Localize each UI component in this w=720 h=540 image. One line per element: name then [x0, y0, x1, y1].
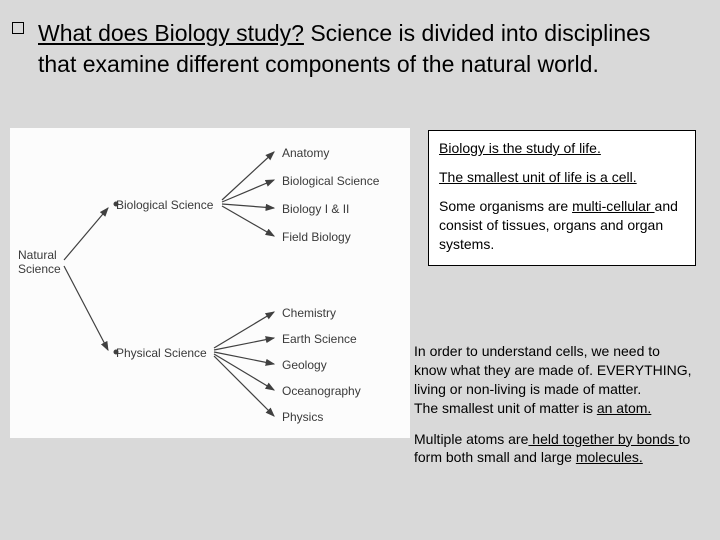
below-p1b: The smallest unit of matter is — [414, 400, 597, 416]
below-p2u2: molecules. — [576, 449, 643, 465]
below-p2: Multiple atoms are held together by bond… — [414, 430, 696, 468]
side-callout-box: Biology is the study of life. The smalle… — [428, 130, 696, 266]
page-heading: What does Biology study? Science is divi… — [38, 18, 690, 80]
tree-node-biosc: Biological Science — [282, 174, 379, 188]
callout-p2u: cell. — [612, 169, 637, 185]
checkbox-bullet — [12, 22, 24, 34]
below-text: In order to understand cells, we need to… — [414, 342, 696, 479]
below-p2u1: held together by bonds — [528, 431, 678, 447]
heading-question: What does Biology study? — [38, 20, 304, 46]
callout-p1: Biology is the study of life. — [439, 139, 685, 158]
tree-node-earth: Earth Science — [282, 332, 357, 346]
tree-node-chem: Chemistry — [282, 306, 336, 320]
tree-node-ocean: Oceanography — [282, 384, 361, 398]
callout-p3u: multi-cellular — [572, 198, 654, 214]
callout-p1-text: Biology is the study of life. — [439, 140, 601, 156]
tree-node-bio12: Biology I & II — [282, 202, 349, 216]
callout-p3a: Some organisms are — [439, 198, 572, 214]
tree-node-geo: Geology — [282, 358, 327, 372]
tree-node-root: Natural Science — [18, 248, 61, 276]
callout-p2a: The smallest unit of life is a — [439, 169, 612, 185]
callout-box: Biology is the study of life. The smalle… — [428, 130, 696, 266]
tree-node-bio: Biological Science — [116, 198, 213, 212]
tree-node-anat: Anatomy — [282, 146, 329, 160]
callout-p3: Some organisms are multi-cellular and co… — [439, 197, 685, 254]
tree-node-phy: Physical Science — [116, 346, 207, 360]
tree-node-phys: Physics — [282, 410, 323, 424]
below-p1: In order to understand cells, we need to… — [414, 342, 696, 418]
tree-node-field: Field Biology — [282, 230, 351, 244]
callout-p2: The smallest unit of life is a cell. — [439, 168, 685, 187]
below-p2a: Multiple atoms are — [414, 431, 528, 447]
science-tree-diagram: Natural Science Biological Science Physica… — [10, 128, 410, 438]
below-p1a: In order to understand cells, we need to… — [414, 343, 692, 397]
below-p1u: an atom. — [597, 400, 651, 416]
